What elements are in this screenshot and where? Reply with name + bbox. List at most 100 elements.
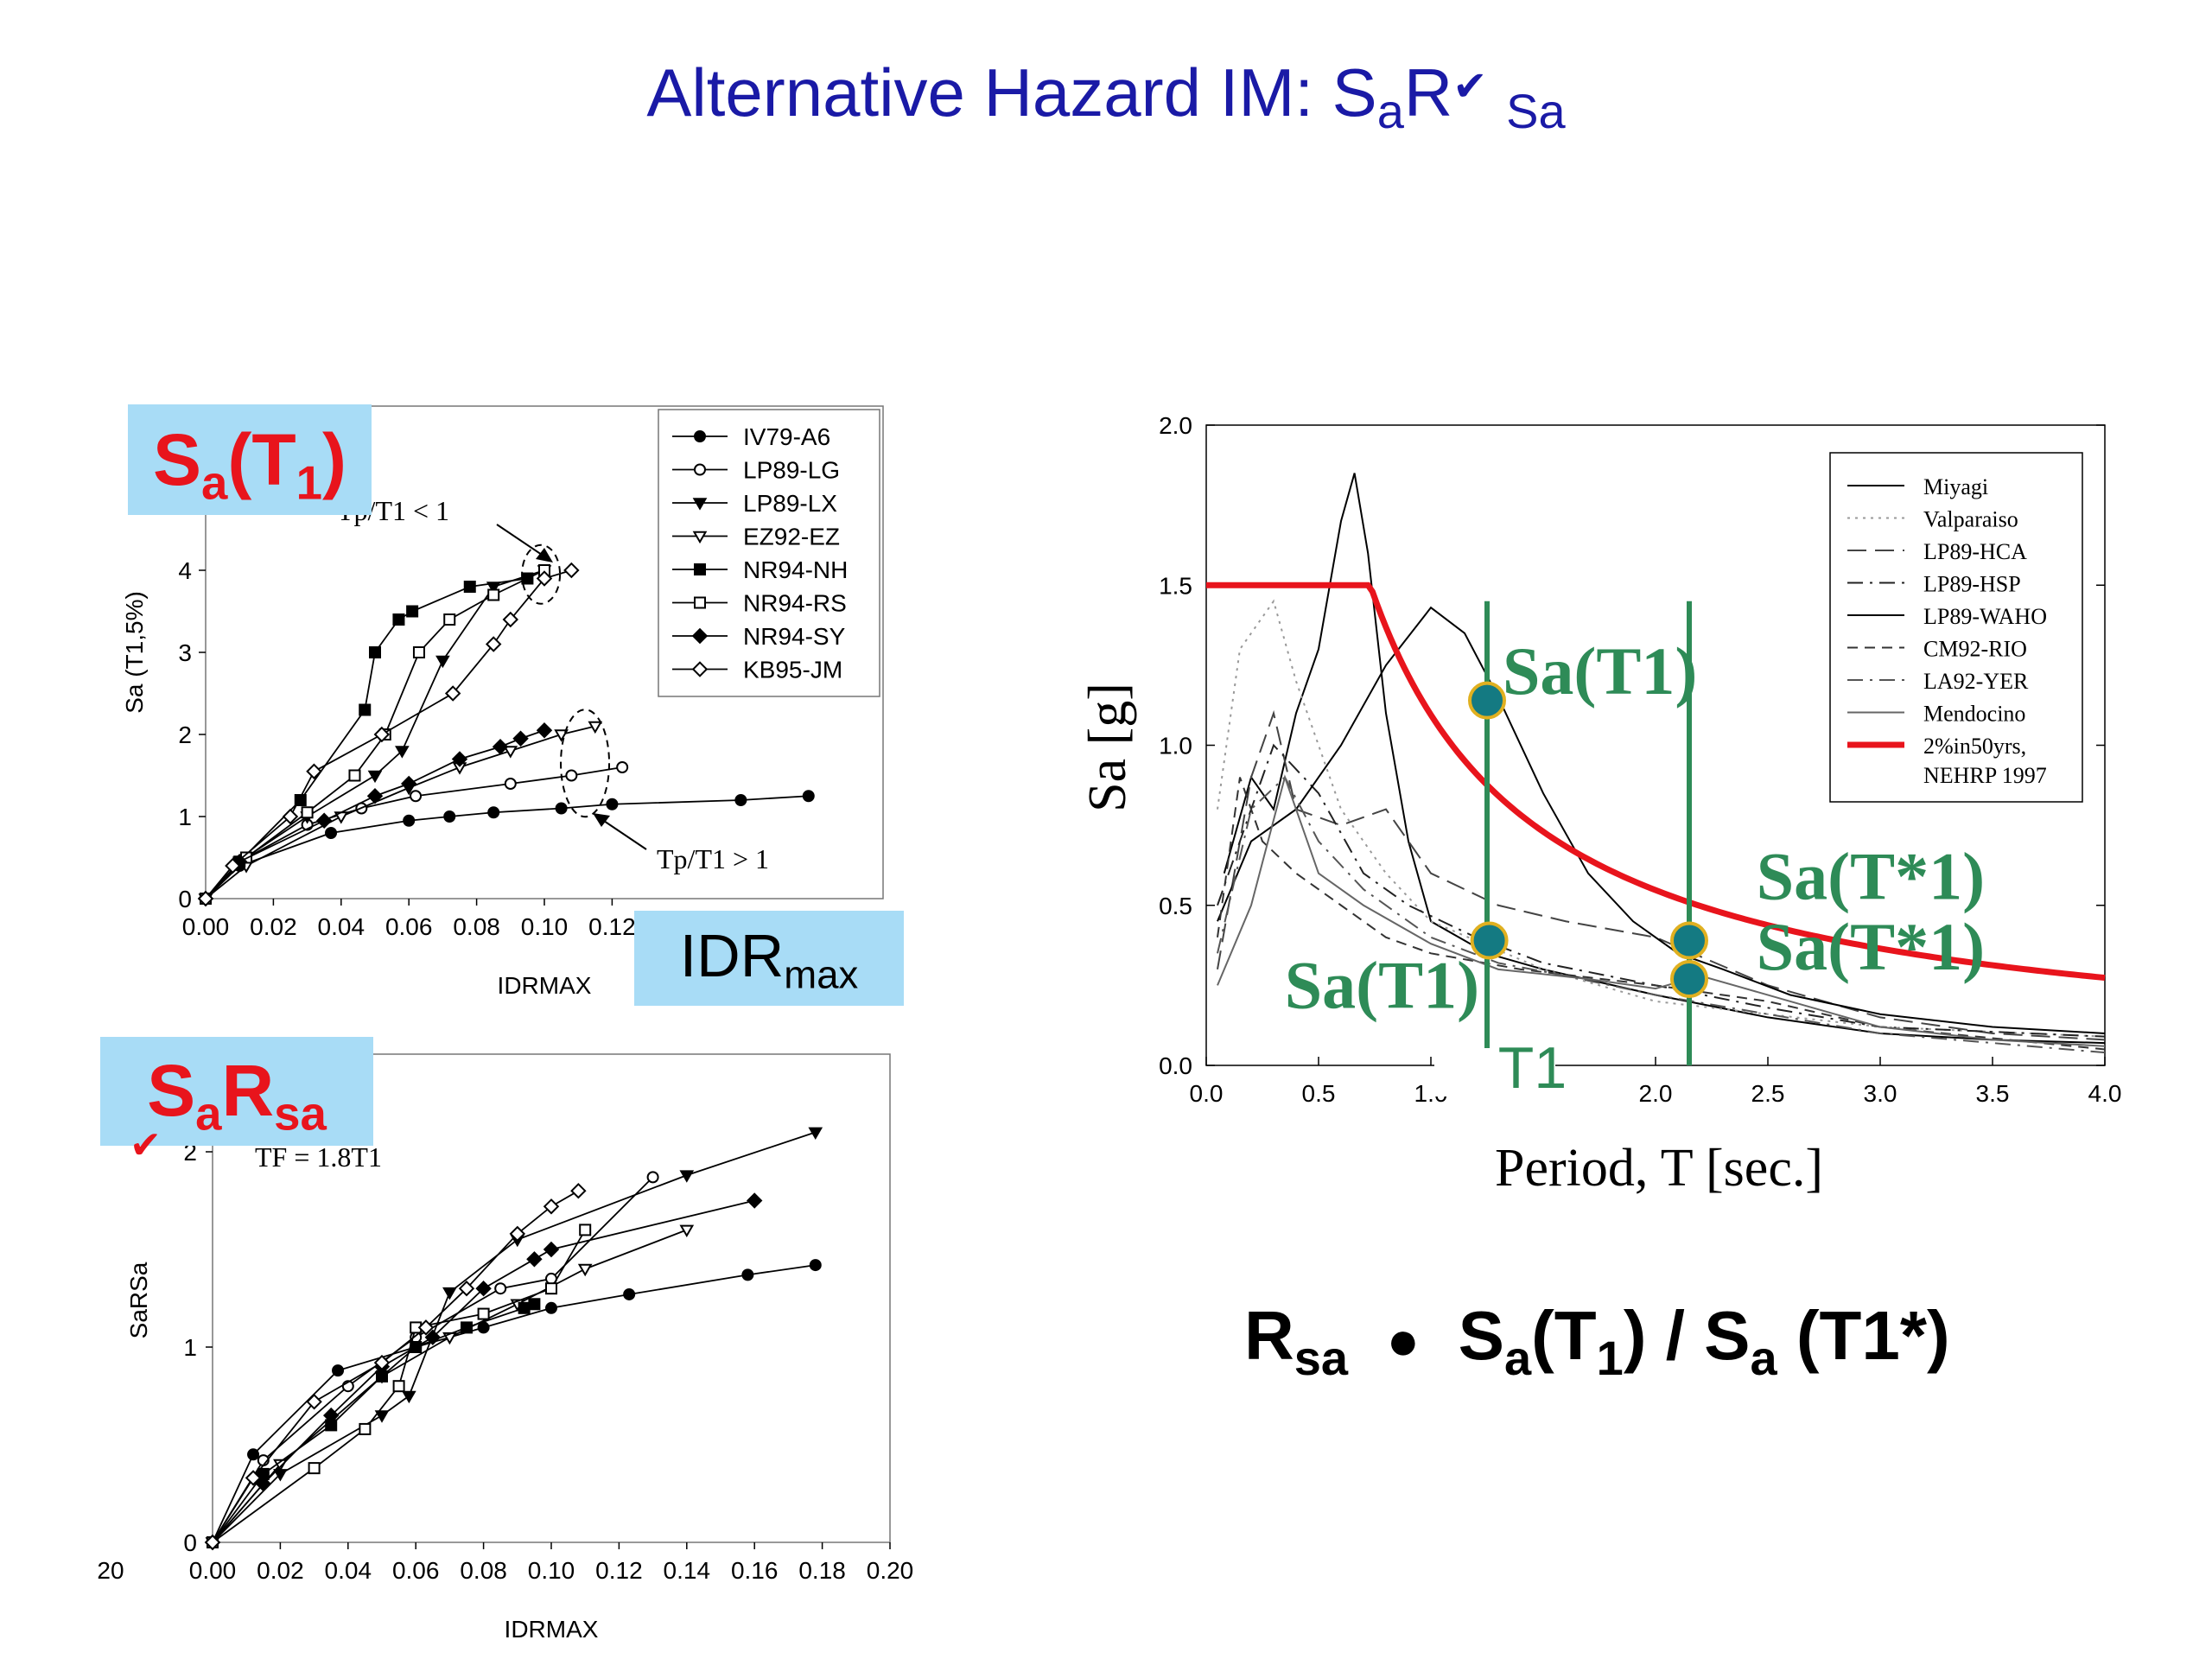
y-tick-label: 1.5 (1159, 572, 1192, 599)
data-point (502, 611, 519, 628)
data-point (225, 857, 241, 874)
annotation-4: Sa(T*1) (1757, 909, 1985, 984)
series-lp89-lg (207, 1171, 659, 1548)
y-axis-label-group: SaRSa (125, 1262, 152, 1338)
y-tick-label: 2 (178, 721, 192, 748)
highlight-point-3 (1670, 921, 1708, 960)
data-point (367, 770, 383, 784)
legend-marker (694, 596, 706, 609)
legend-marker (691, 627, 709, 645)
data-point (565, 769, 578, 782)
annotation-3: Sa(T*1) (1757, 838, 1985, 913)
data-point (442, 1287, 457, 1300)
data-point (623, 1287, 636, 1300)
bullet-icon: ● (1386, 1309, 1421, 1371)
x-tick-label: 0.14 (664, 1557, 711, 1584)
legend-label: 2%in50yrs, (1923, 734, 2026, 759)
data-point (563, 562, 580, 579)
annotation-tp-gt: Tp/T1 > 1 (657, 843, 769, 874)
data-point (315, 812, 333, 829)
legend-marker (692, 498, 708, 511)
legend-label: LP89-HSP (1923, 572, 2021, 597)
data-point (545, 1282, 557, 1295)
y-axis-label-group: Sa [g] (1078, 683, 1137, 812)
annotation-arrow-upper (496, 524, 548, 559)
title-check-icon: ✔ (1452, 64, 1488, 110)
y-tick-label: 2.0 (1159, 412, 1192, 439)
spectrum-mendocino (1217, 774, 2106, 1047)
x-tick-label: 3.0 (1864, 1080, 1897, 1107)
data-point (555, 802, 568, 815)
data-point (741, 1268, 754, 1281)
data-point (204, 1534, 221, 1551)
title-r: R (1403, 54, 1453, 130)
y-tick-label: 1 (178, 804, 192, 830)
annotation-ellipse-lower (560, 709, 611, 818)
series-line (212, 1229, 586, 1543)
x-tick-label: 4.0 (2088, 1080, 2122, 1107)
data-point (802, 790, 815, 803)
data-point (400, 775, 417, 792)
annotation-arrowhead-upper (536, 548, 553, 563)
data-point (359, 1422, 372, 1435)
data-point (392, 613, 405, 626)
legend-marker (694, 463, 706, 476)
spectrum-miyagi (1223, 473, 2106, 1045)
data-point (255, 1475, 272, 1492)
x-tick-label: 0.5 (1302, 1080, 1336, 1107)
y-axis-label: Sa (T1,5%) (121, 591, 148, 714)
data-point (494, 1282, 507, 1295)
highlight-point-2 (1470, 921, 1509, 960)
x-tick-label: 0.06 (392, 1557, 440, 1584)
legend-frame (658, 409, 880, 697)
data-point (616, 761, 629, 773)
legend-label: CM92-RIO (1923, 637, 2027, 662)
legend-label: NR94-RS (743, 590, 847, 617)
y-tick-label: 3 (178, 639, 192, 666)
x-tick-label: 0.06 (385, 913, 433, 940)
data-point (808, 1127, 823, 1140)
title-text: Alternative Hazard IM: S (646, 54, 1377, 130)
data-point (402, 1390, 416, 1404)
title-sub-a: a (1376, 84, 1404, 138)
data-point (646, 1171, 659, 1184)
data-point (577, 1263, 593, 1277)
spectrum-lp89-hsp (1217, 743, 2106, 1038)
series-line (205, 795, 809, 899)
legend-label: EZ92-EZ (743, 524, 840, 550)
x-tick-label: 0.20 (867, 1557, 914, 1584)
data-point (509, 1225, 526, 1243)
data-point (579, 1224, 592, 1236)
data-point (487, 806, 500, 819)
data-point (504, 778, 517, 790)
data-point (410, 790, 423, 803)
y-tick-label: 0 (178, 886, 192, 912)
x-tick-label: 0.08 (460, 1557, 507, 1584)
design-spectrum-line (1206, 582, 2106, 982)
data-point (403, 814, 416, 827)
data-point (424, 1329, 442, 1345)
data-point (487, 588, 500, 601)
legend-label: LA92-YER (1923, 669, 2029, 694)
annotation-tf: TF = 1.8T1 (255, 1141, 382, 1173)
legend-marker (694, 563, 706, 575)
y-tick-label: 0 (183, 1529, 197, 1556)
series-line (205, 725, 596, 899)
x-tick-label: 0.12 (595, 1557, 643, 1584)
x-tick-label: 0.00 (189, 1557, 237, 1584)
edge-tick-label: 20 (97, 1557, 124, 1584)
x-tick-label: 0.0 (1190, 1080, 1224, 1107)
series-nr94-sy (204, 1192, 763, 1551)
x-tick-label: 0.04 (325, 1557, 372, 1584)
legend-label: LP89-WAHO (1923, 604, 2047, 629)
data-point (588, 721, 603, 734)
callout-sarsa: SaRsa (100, 1037, 373, 1146)
title-tail: Sa (1506, 84, 1566, 138)
y-axis-label-group: Sa (T1,5%) (121, 591, 148, 714)
x-axis-label: IDRMAX (505, 1616, 599, 1643)
legend-marker (694, 430, 706, 442)
data-point (308, 1462, 321, 1475)
x-tick-label: 0.16 (731, 1557, 779, 1584)
data-point (247, 1448, 260, 1461)
data-point (443, 613, 456, 626)
